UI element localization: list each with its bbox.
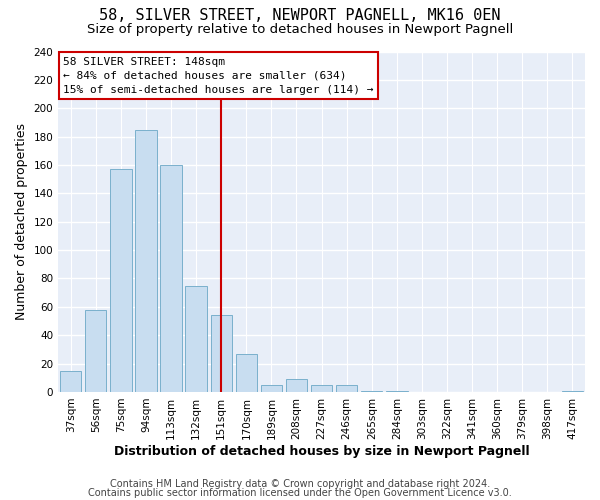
Bar — [562, 390, 583, 392]
Text: Size of property relative to detached houses in Newport Pagnell: Size of property relative to detached ho… — [87, 22, 513, 36]
Text: Contains HM Land Registry data © Crown copyright and database right 2024.: Contains HM Land Registry data © Crown c… — [110, 479, 490, 489]
Bar — [386, 390, 407, 392]
Bar — [85, 310, 106, 392]
Text: 58 SILVER STREET: 148sqm
← 84% of detached houses are smaller (634)
15% of semi-: 58 SILVER STREET: 148sqm ← 84% of detach… — [64, 56, 374, 94]
Bar — [110, 169, 131, 392]
Bar — [261, 385, 282, 392]
Bar — [185, 286, 207, 392]
Bar — [286, 379, 307, 392]
Bar — [361, 390, 382, 392]
Text: Contains public sector information licensed under the Open Government Licence v3: Contains public sector information licen… — [88, 488, 512, 498]
Y-axis label: Number of detached properties: Number of detached properties — [15, 123, 28, 320]
Bar — [336, 385, 358, 392]
Bar — [236, 354, 257, 392]
Text: 58, SILVER STREET, NEWPORT PAGNELL, MK16 0EN: 58, SILVER STREET, NEWPORT PAGNELL, MK16… — [99, 8, 501, 22]
Bar — [211, 316, 232, 392]
Bar — [160, 165, 182, 392]
Bar — [60, 370, 82, 392]
X-axis label: Distribution of detached houses by size in Newport Pagnell: Distribution of detached houses by size … — [114, 444, 529, 458]
Bar — [311, 385, 332, 392]
Bar — [136, 130, 157, 392]
